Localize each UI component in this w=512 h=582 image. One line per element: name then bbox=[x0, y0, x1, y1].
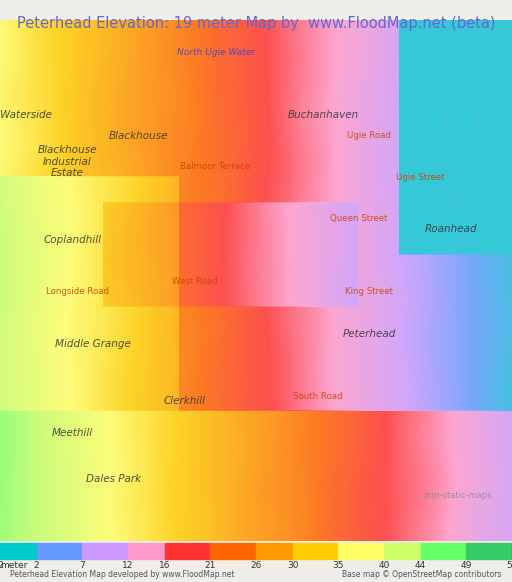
Bar bbox=[128, 543, 164, 559]
Text: Ugie Road: Ugie Road bbox=[347, 131, 391, 140]
Bar bbox=[466, 543, 512, 559]
Text: West Road: West Road bbox=[172, 277, 218, 286]
Text: 40: 40 bbox=[378, 561, 390, 570]
Text: Dales Park: Dales Park bbox=[86, 474, 141, 484]
Text: Blackhouse: Blackhouse bbox=[109, 130, 168, 141]
Text: Coplandhill: Coplandhill bbox=[43, 235, 101, 245]
Text: Longside Road: Longside Road bbox=[46, 288, 109, 296]
Text: -2: -2 bbox=[0, 561, 5, 570]
Text: 21: 21 bbox=[205, 561, 216, 570]
Bar bbox=[338, 543, 384, 559]
Bar bbox=[82, 543, 128, 559]
Text: Waterside: Waterside bbox=[0, 110, 52, 120]
Text: 49: 49 bbox=[461, 561, 472, 570]
Text: Ugie Street: Ugie Street bbox=[396, 173, 444, 182]
Text: Peterhead: Peterhead bbox=[343, 329, 396, 339]
Text: 16: 16 bbox=[159, 561, 170, 570]
Bar bbox=[420, 543, 466, 559]
Text: 44: 44 bbox=[415, 561, 426, 570]
Text: Blackhouse
Industrial
Estate: Blackhouse Industrial Estate bbox=[37, 145, 97, 178]
Bar bbox=[384, 543, 420, 559]
Text: Clerkhill: Clerkhill bbox=[164, 396, 206, 406]
Text: 26: 26 bbox=[250, 561, 262, 570]
Text: South Road: South Road bbox=[293, 392, 343, 400]
Text: Meethill: Meethill bbox=[52, 428, 93, 438]
Text: King Street: King Street bbox=[345, 288, 393, 296]
Bar bbox=[210, 543, 256, 559]
Text: 30: 30 bbox=[287, 561, 298, 570]
Text: Base map © OpenStreetMap contributors: Base map © OpenStreetMap contributors bbox=[343, 570, 502, 579]
Bar bbox=[292, 543, 338, 559]
Text: Buchanhaven: Buchanhaven bbox=[287, 110, 359, 120]
Text: Peterhead Elevation Map developed by www.FloodMap.net: Peterhead Elevation Map developed by www… bbox=[10, 570, 234, 579]
Text: Peterhead Elevation: 19 meter Map by  www.FloodMap.net (beta): Peterhead Elevation: 19 meter Map by www… bbox=[17, 16, 495, 31]
Text: 54: 54 bbox=[506, 561, 512, 570]
Text: 35: 35 bbox=[332, 561, 344, 570]
Text: 7: 7 bbox=[79, 561, 85, 570]
Bar bbox=[256, 543, 292, 559]
Text: meter: meter bbox=[0, 561, 27, 570]
Text: Queen Street: Queen Street bbox=[330, 214, 388, 223]
Text: osm-static-maps: osm-static-maps bbox=[422, 491, 492, 501]
Bar bbox=[0, 543, 36, 559]
Text: Roanhead: Roanhead bbox=[425, 225, 477, 235]
Text: 12: 12 bbox=[122, 561, 134, 570]
Bar bbox=[36, 543, 82, 559]
Text: Middle Grange: Middle Grange bbox=[55, 339, 131, 349]
Bar bbox=[164, 543, 210, 559]
Text: 2: 2 bbox=[34, 561, 39, 570]
Text: North Ugie Water: North Ugie Water bbox=[177, 48, 254, 57]
Text: Balmoor Terrace: Balmoor Terrace bbox=[180, 162, 250, 171]
